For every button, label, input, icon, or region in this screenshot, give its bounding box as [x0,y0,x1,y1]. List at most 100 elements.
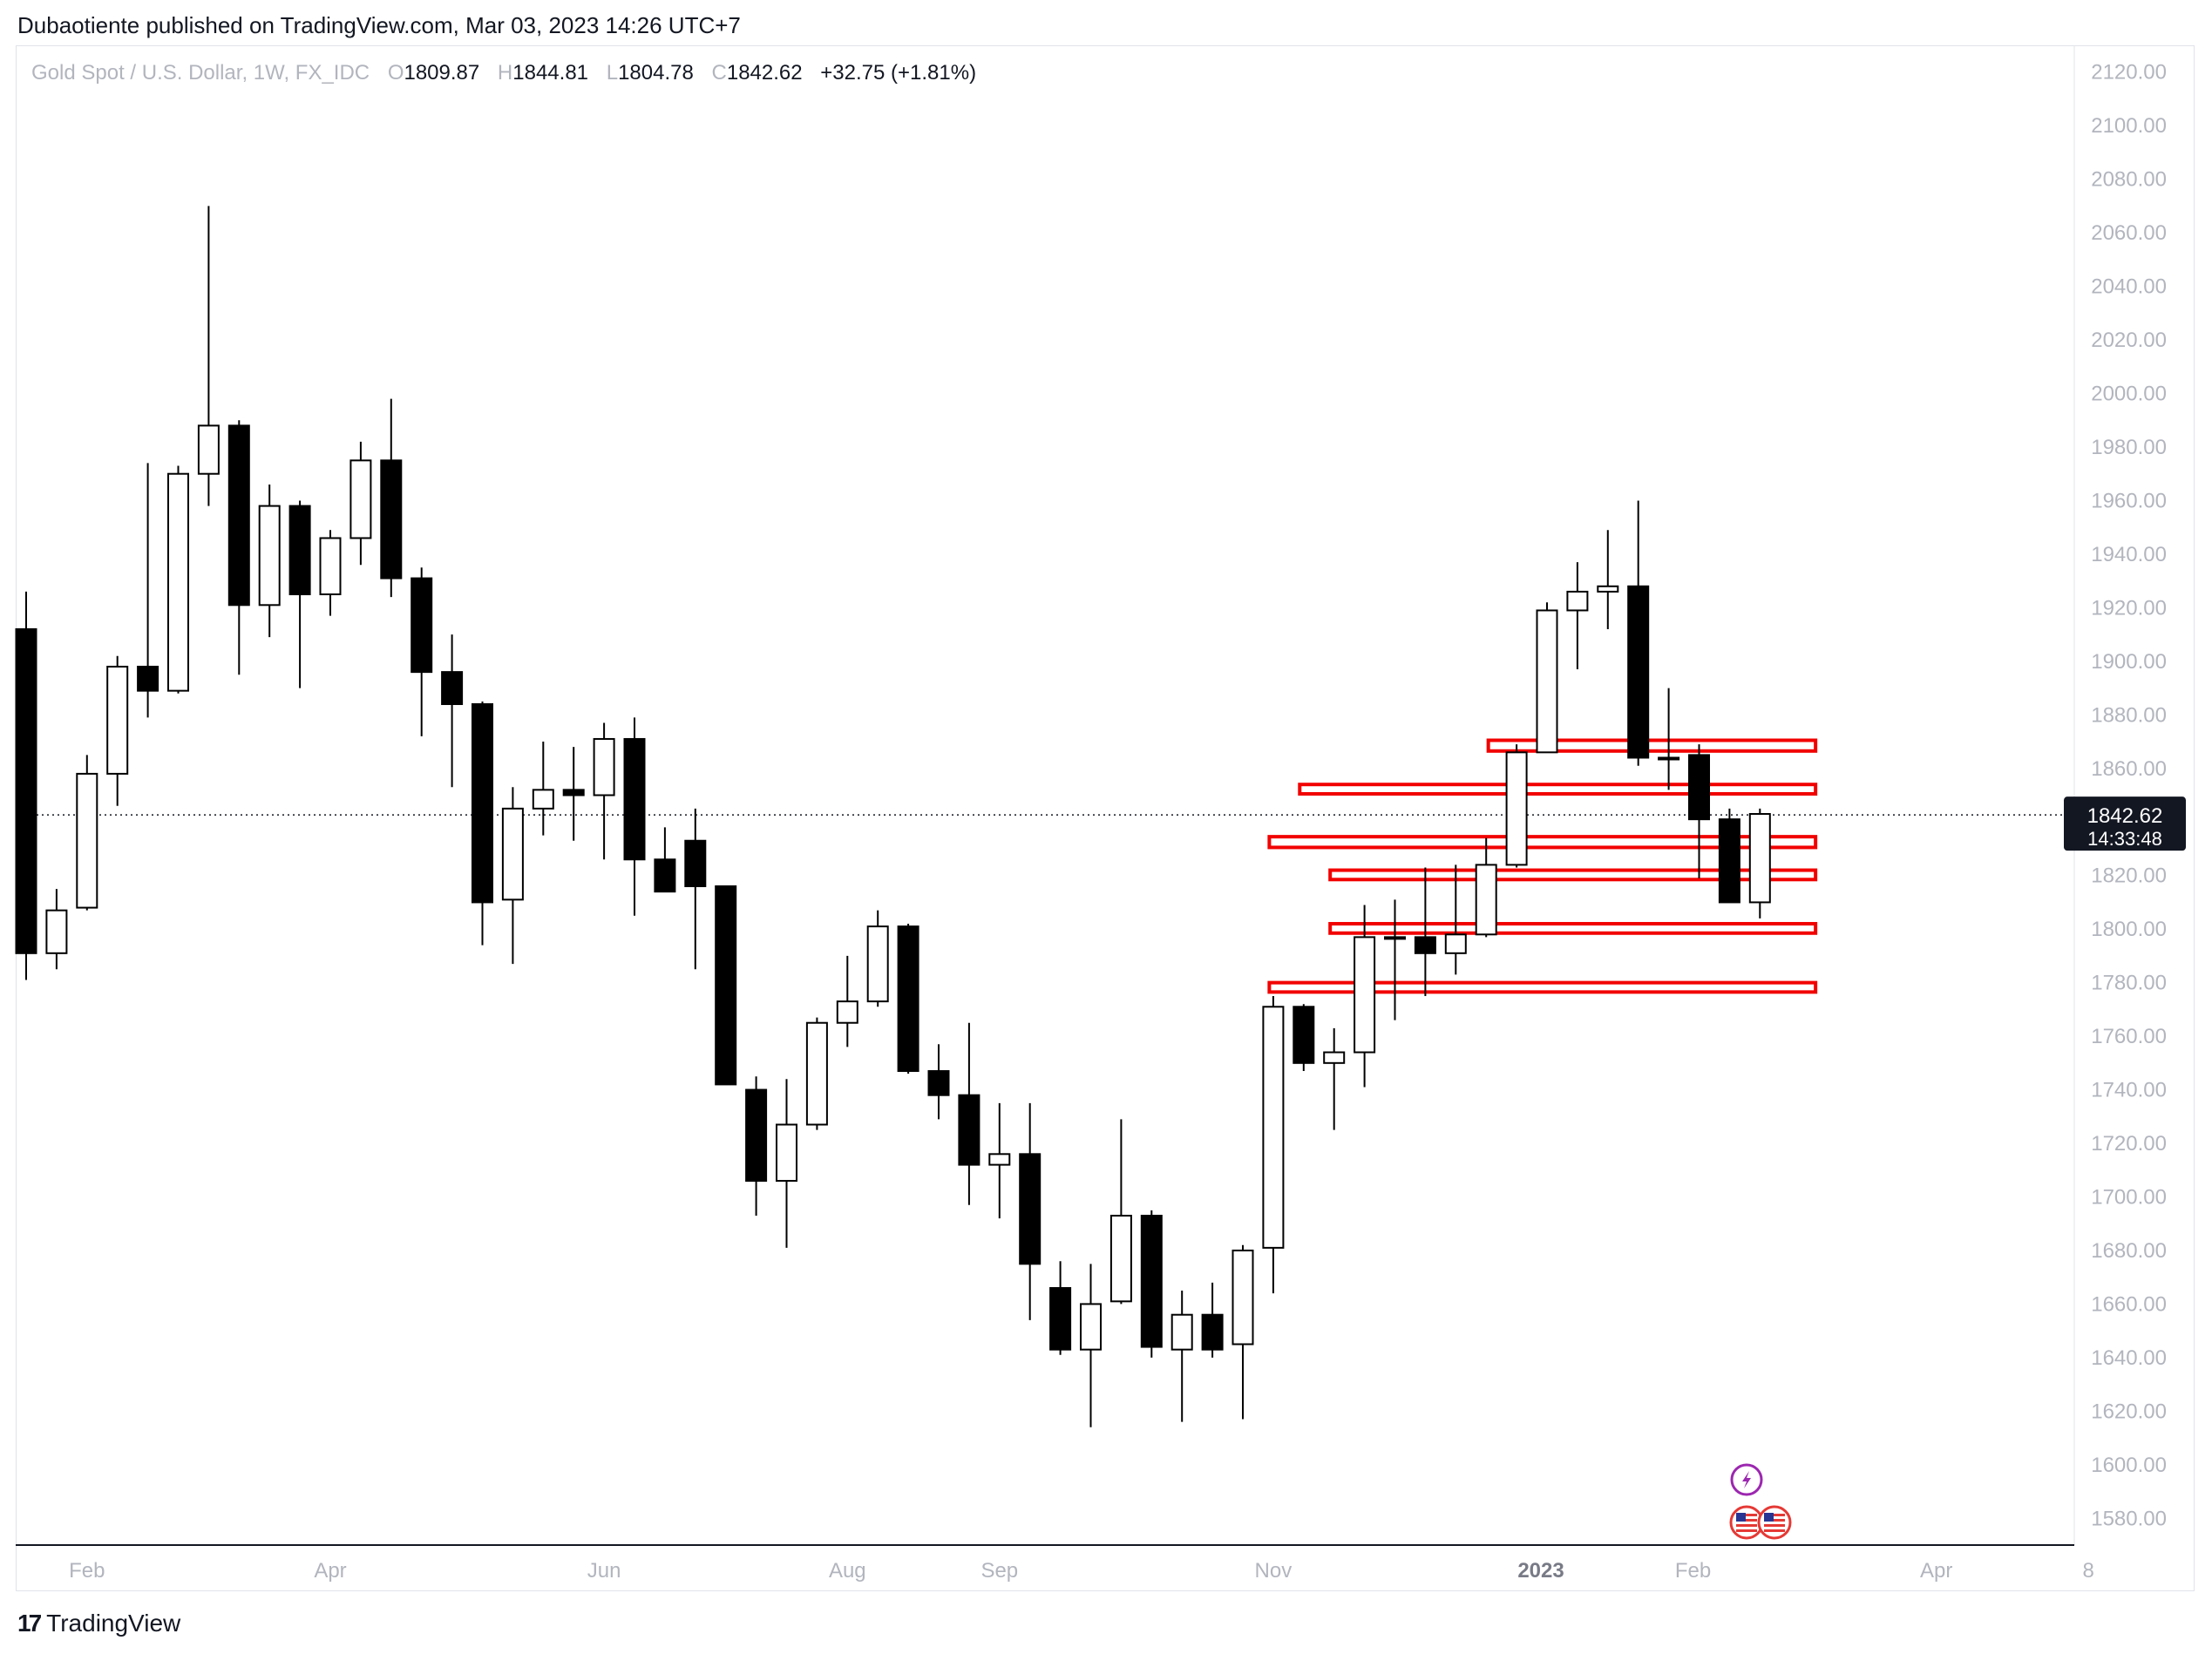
us-flag-icon[interactable] [1757,1505,1792,1540]
candle-body-up [258,505,281,607]
candle[interactable] [1414,867,1436,996]
candle-body-up [1354,936,1376,1054]
y-tick-label: 2000.00 [2091,383,2167,406]
candle[interactable] [715,885,737,1086]
candle-body-down [1049,1286,1072,1351]
support-resistance-zones [1267,738,1818,994]
candle-body-down [1019,1153,1042,1265]
candle[interactable] [532,742,554,836]
candle-body-up [1566,590,1589,612]
candle-body-up [349,459,372,539]
candle[interactable] [1597,530,1619,629]
candle[interactable] [1658,688,1680,790]
candle[interactable] [836,955,858,1047]
candle[interactable] [1475,837,1497,938]
zone-rectangle[interactable] [1298,783,1818,796]
candle[interactable] [623,717,646,916]
tradingview-footer[interactable]: 17 TradingView [17,1609,180,1638]
candle[interactable] [501,787,524,965]
y-tick-label: 2040.00 [2091,275,2167,299]
candle[interactable] [1444,864,1467,975]
candle[interactable] [441,634,464,788]
candle[interactable] [288,500,311,688]
candle[interactable] [380,398,403,598]
candle-body-up [1232,1249,1254,1346]
candle-body-up [45,909,68,954]
candle[interactable] [1262,995,1285,1294]
zone-rectangle[interactable] [1267,835,1818,850]
candle[interactable] [1536,602,1558,754]
candle[interactable] [562,747,585,841]
candle[interactable] [927,1044,950,1120]
lightning-event-icon[interactable] [1730,1463,1763,1496]
candle[interactable] [1505,744,1528,868]
candle[interactable] [745,1076,768,1216]
y-tick-label: 1920.00 [2091,596,2167,620]
tradingview-logo-icon: 17 [17,1610,42,1637]
zone-rectangle[interactable] [1328,922,1818,935]
candle[interactable] [1566,562,1589,670]
candle-body-down [1718,818,1740,904]
zone-rectangle[interactable] [1328,868,1818,882]
candle[interactable] [776,1079,797,1248]
candle[interactable] [106,655,129,806]
candle[interactable] [197,206,220,506]
candle[interactable] [1627,500,1650,766]
candle[interactable] [988,1102,1011,1219]
y-tick-label: 1680.00 [2091,1239,2167,1263]
candle[interactable] [1109,1119,1132,1305]
candle-body-down [1688,754,1710,821]
candle-body-down [1201,1313,1224,1351]
candle[interactable] [1748,808,1771,919]
candle[interactable] [45,889,68,970]
candle[interactable] [1293,1004,1315,1072]
candle[interactable] [15,591,37,980]
candle[interactable] [1718,808,1740,904]
zone-rectangle[interactable] [1486,738,1818,753]
candle[interactable] [897,924,919,1074]
zone-rectangle[interactable] [1267,980,1818,994]
candle[interactable] [593,722,615,860]
candle[interactable] [319,530,342,616]
candle[interactable] [1049,1261,1072,1355]
y-tick-label: 1580.00 [2091,1507,2167,1530]
candle-body-down [1293,1006,1315,1064]
y-tick-label: 1940.00 [2091,543,2167,566]
candle[interactable] [167,465,189,694]
candle-body-down [1414,936,1436,954]
candle[interactable] [1354,905,1376,1088]
x-tick-label: 2023 [1517,1559,1564,1583]
candle[interactable] [1384,899,1406,1020]
candle[interactable] [1140,1210,1163,1358]
candle-body-up [1536,609,1558,754]
candle[interactable] [1323,1027,1346,1130]
candle[interactable] [1170,1291,1193,1422]
candle[interactable] [227,420,250,675]
candle[interactable] [654,827,676,893]
candle[interactable] [958,1022,980,1205]
candle-body-up [776,1123,797,1183]
candle[interactable] [1080,1264,1102,1427]
open-value: 1809.87 [404,61,480,85]
y-tick-label: 1740.00 [2091,1079,2167,1102]
candle[interactable] [1201,1282,1224,1358]
y-tick-label: 1640.00 [2091,1346,2167,1370]
candle-body-up [593,737,615,796]
candle-body-up [167,472,189,692]
candle[interactable] [76,755,98,911]
candle[interactable] [1019,1102,1042,1320]
candle-body-up [1323,1051,1346,1064]
candle-body-up [1748,813,1771,904]
candle[interactable] [805,1017,828,1130]
candle[interactable] [258,485,281,638]
candle[interactable] [349,441,372,566]
us-flag-icon[interactable] [1729,1505,1764,1540]
candle[interactable] [137,463,159,718]
candle[interactable] [411,567,433,736]
candle[interactable] [472,701,493,946]
candle[interactable] [1688,744,1710,878]
candle[interactable] [866,910,889,1007]
candle[interactable] [684,808,707,970]
candle[interactable] [1232,1244,1254,1420]
